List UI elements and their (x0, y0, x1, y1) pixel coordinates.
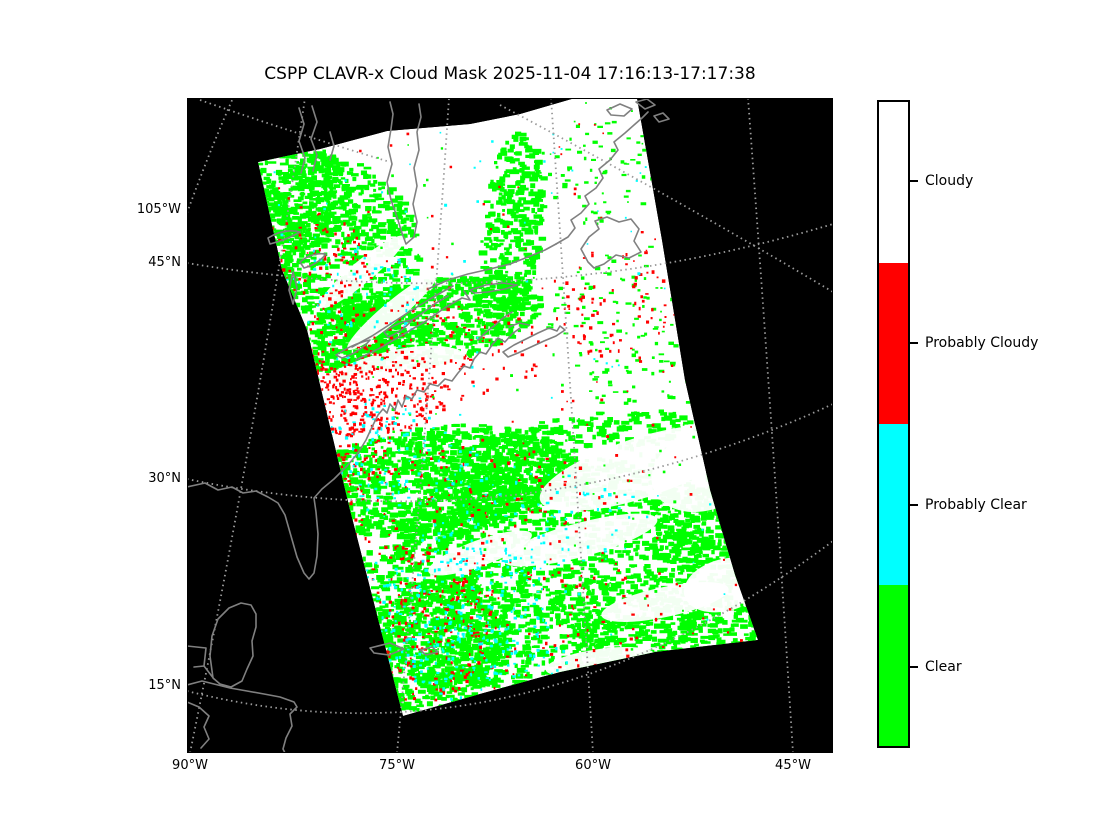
coast-st-lawrence-south-shore (355, 290, 471, 361)
map-border (187, 98, 833, 753)
meridian-90w (189, 98, 306, 753)
coast-gulf-north-shore (427, 243, 557, 290)
colorbar-label-cloudy: Cloudy (925, 173, 974, 189)
colorbar (877, 100, 910, 748)
clear-pixels (258, 120, 758, 716)
y-axis-label-1: 45°N (148, 255, 181, 270)
coast-hispaniola-puerto-rico (369, 642, 439, 656)
colorbar-segment-clear (879, 585, 908, 746)
colorbar-tick-2 (910, 504, 918, 506)
coast-labrador (555, 111, 649, 245)
plot-title: CSPP CLAVR-x Cloud Mask 2025-11-04 17:16… (264, 64, 756, 84)
coast-new-brunswick-fundy (477, 311, 521, 346)
coast-nova-scotia (502, 325, 566, 358)
clear-pixels-layer (258, 120, 758, 716)
coast-gulf-florida-eastcoast (187, 344, 493, 580)
x-axis-label-0: 90°W (172, 758, 208, 773)
colorbar-label-probably-cloudy: Probably Cloudy (925, 335, 1039, 351)
parallel-top-right (499, 104, 833, 293)
x-axis-label-1: 75°W (379, 758, 415, 773)
coast-james-bay (386, 101, 422, 245)
coast-honduras-nicaragua (187, 680, 298, 753)
y-axis-label-3: 15°N (148, 678, 181, 693)
coast-guatemala-pacific (187, 701, 210, 749)
meridian-60w (550, 98, 594, 753)
coast-st-lawrence-north-shore (351, 285, 454, 348)
cloud-streak-1 (502, 513, 658, 567)
colorbar-tick-0 (910, 180, 918, 182)
colorbar-label-probably-clear: Probably Clear (925, 497, 1027, 513)
cloud-streak-5 (347, 273, 437, 351)
meridian-105w (187, 98, 234, 214)
map-axes (187, 98, 833, 753)
parallel-15n (187, 540, 833, 715)
y-axis-label-0: 105°W (136, 202, 181, 217)
coast-newfoundland (580, 216, 642, 269)
colorbar-segment-probably-clear (879, 424, 908, 585)
coast-anticosti-island (469, 282, 518, 294)
map-canvas (187, 98, 833, 753)
cloud-streak-7 (289, 345, 471, 435)
meridian-45w (747, 98, 794, 753)
graticule-gridlines (187, 98, 833, 753)
colorbar-tick-3 (910, 666, 918, 668)
colorbar-tick-1 (910, 342, 918, 344)
coastlines (187, 98, 670, 753)
coast-hudson-strait-islands (606, 98, 670, 123)
colorbar-label-clear: Clear (925, 659, 962, 675)
parallel-top-left (199, 99, 391, 163)
parallel-45n (187, 223, 833, 285)
colorbar-segment-cloudy (879, 102, 908, 263)
coast-prince-edward-island (508, 322, 530, 328)
coast-manitoba-lakes (298, 105, 335, 174)
colorbar-segment-probably-cloudy (879, 263, 908, 424)
x-axis-label-2: 60°W (575, 758, 611, 773)
y-axis-label-2: 30°N (148, 471, 181, 486)
x-axis-label-3: 45°W (775, 758, 811, 773)
parallel-30n (187, 403, 833, 503)
cloud-streak-3 (428, 530, 532, 576)
coast-yucatan (187, 602, 257, 688)
coast-st-lawrence-river (411, 295, 449, 321)
meridian-75w (396, 98, 450, 753)
